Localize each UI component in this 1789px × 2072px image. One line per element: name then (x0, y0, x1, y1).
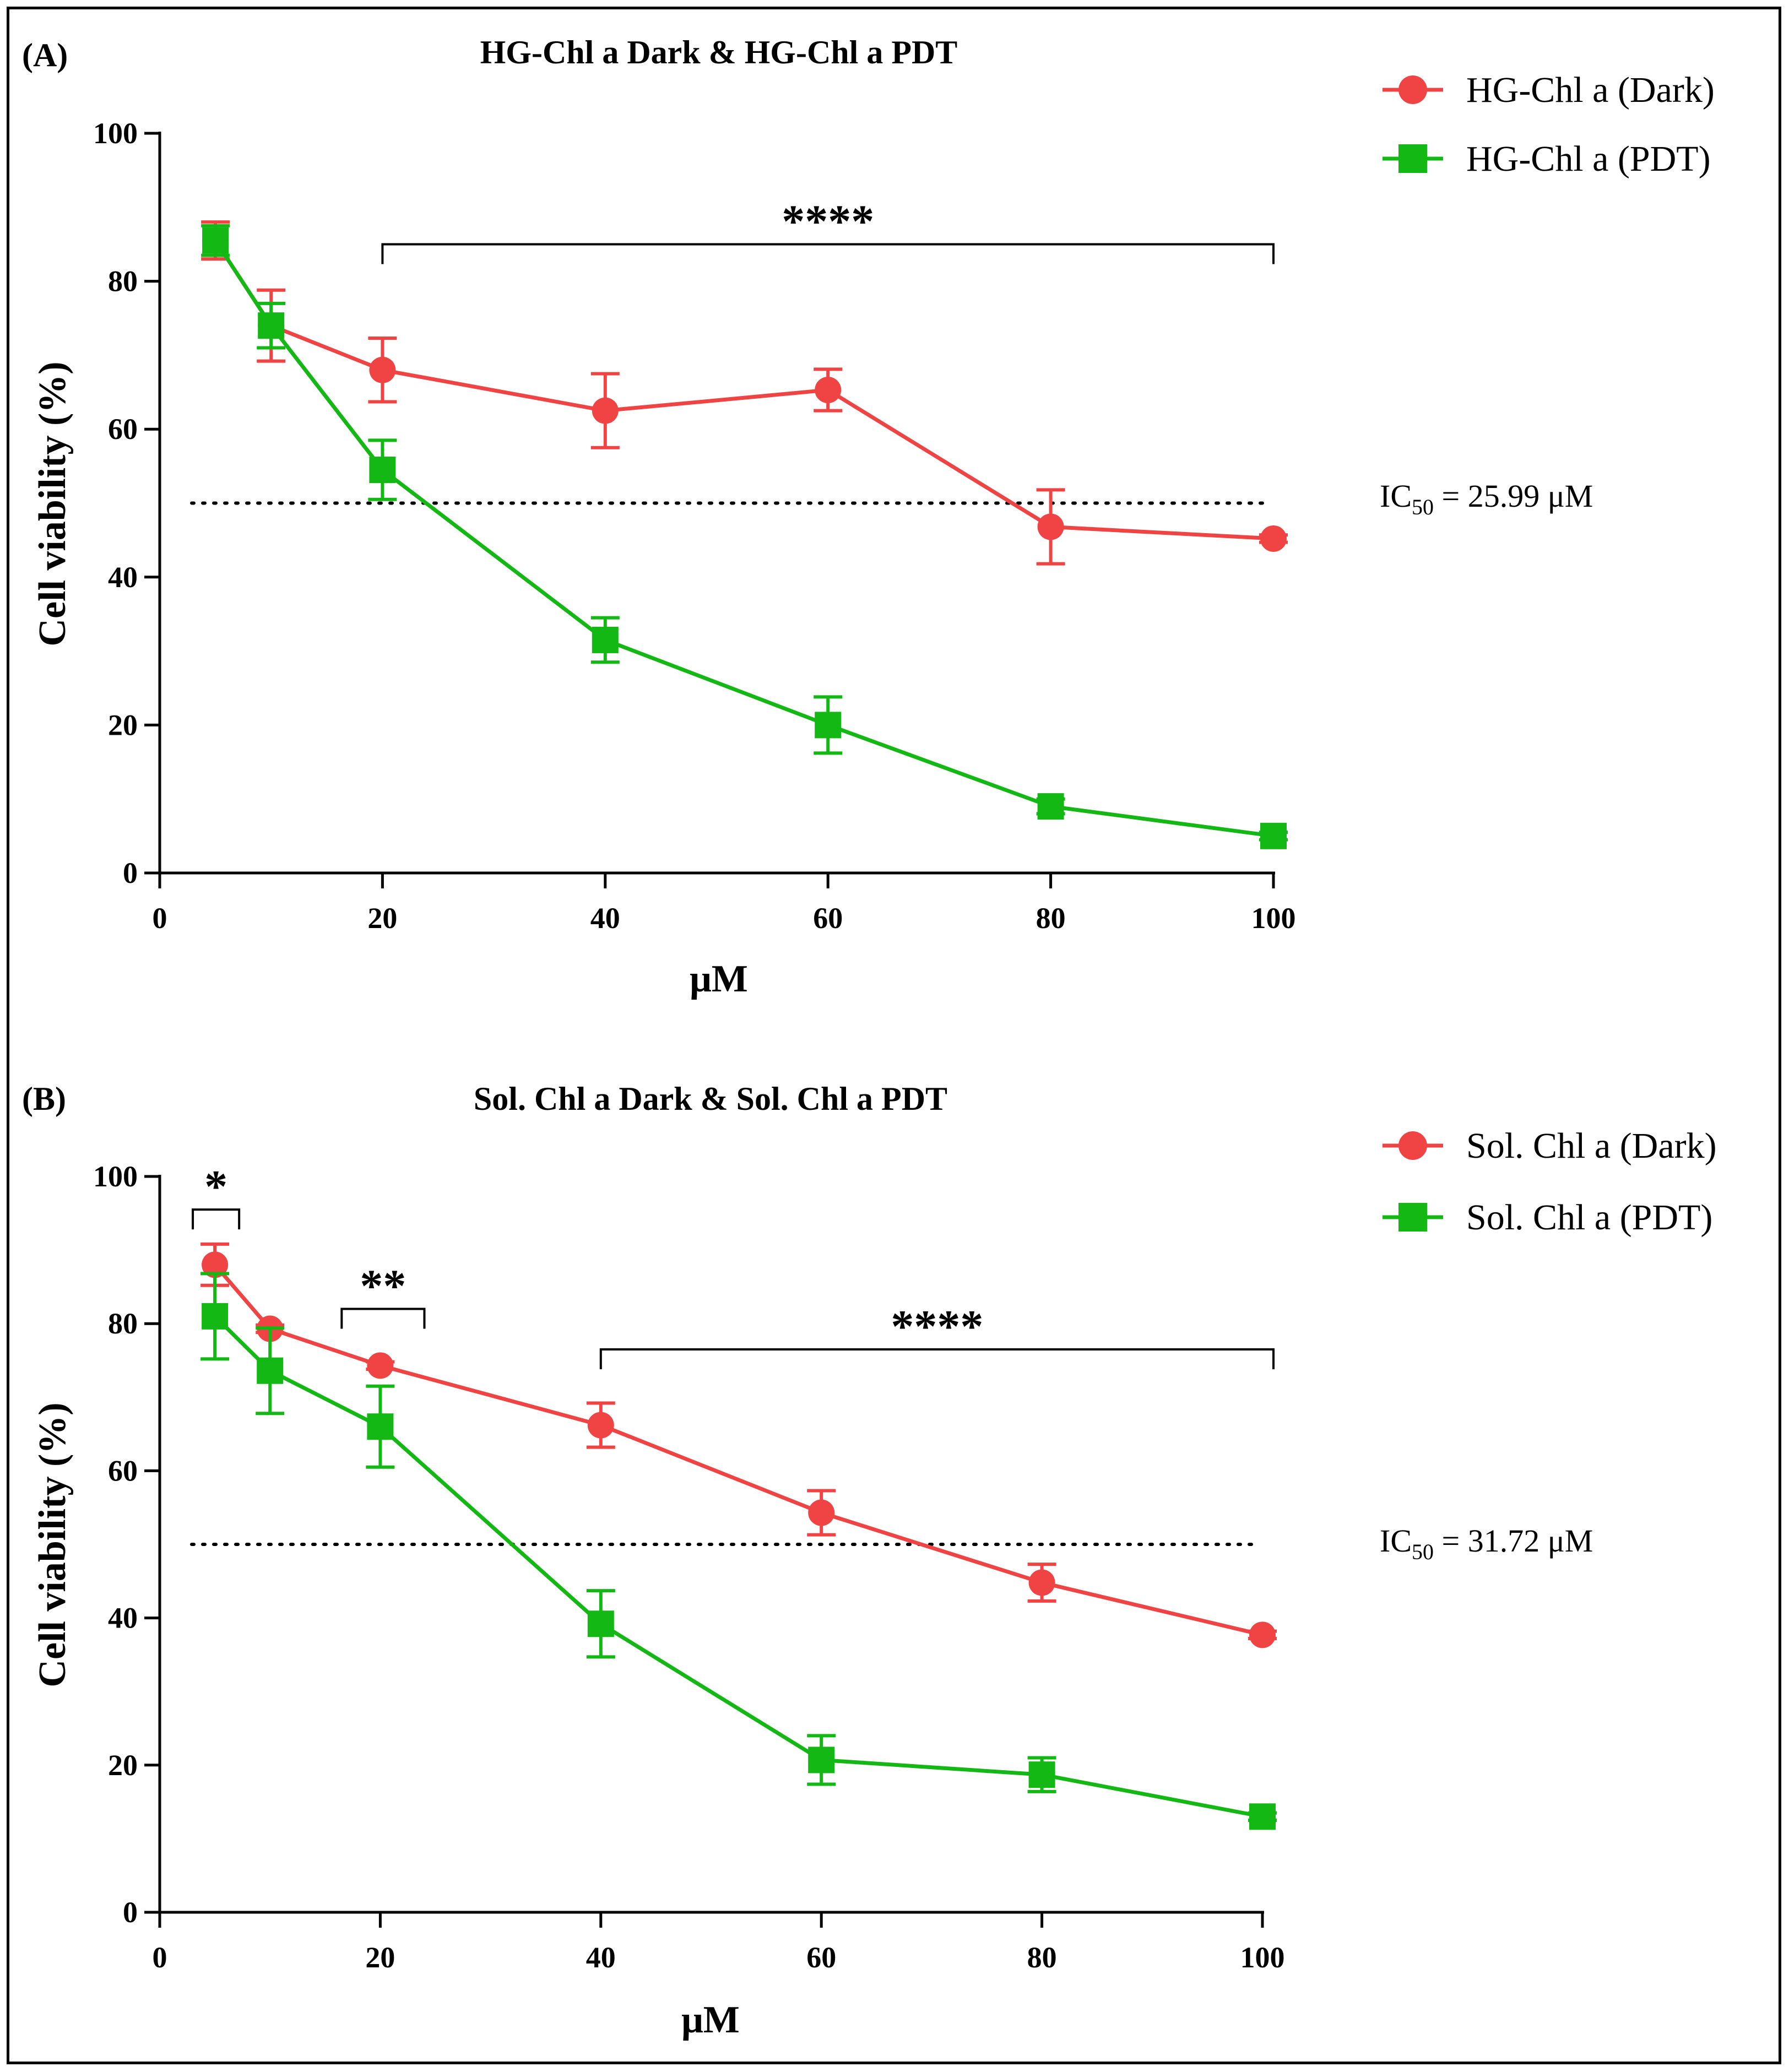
legend-label: HG-Chl a (Dark) (1466, 70, 1715, 110)
data-point (1028, 1569, 1055, 1596)
ic50-value: = 31.72 μM (1434, 1523, 1593, 1559)
data-point (202, 1303, 229, 1330)
y-tick-label: 100 (93, 117, 138, 150)
significance-bracket (599, 1348, 1275, 1369)
ic50-annotation: IC50 = 31.72 μM (1380, 1523, 1593, 1564)
chart-panel-b: (B) Sol. Chl a Dark & Sol. Chl a PDT 0 20 40… (22, 1081, 1717, 2041)
y-tick-label: 60 (108, 1454, 138, 1487)
significance-label: * (204, 1161, 227, 1212)
data-point (1037, 793, 1064, 820)
x-axis-label: μM (690, 958, 748, 1000)
series-line (213, 1315, 1263, 1819)
y-axis-label: Cell viability (%) (31, 1402, 74, 1687)
data-point (369, 356, 396, 383)
y-tick-label: 40 (108, 1602, 138, 1635)
x-axis-label: μM (681, 1999, 740, 2041)
y-tick-label: 60 (108, 413, 138, 446)
series-pdt (200, 1272, 1277, 1830)
chart-title: Sol. Chl a Dark & Sol. Chl a PDT (474, 1081, 947, 1117)
data-point (202, 227, 229, 254)
panel-label: (B) (22, 1081, 66, 1117)
series-line (213, 1263, 1263, 1637)
data-point (1260, 822, 1287, 849)
chart-panel-a: (A) HG-Chl a Dark & HG-Chl a PDT 0 20 40 60 80… (22, 34, 1715, 1000)
legend-entry: HG-Chl a (PDT) (1383, 139, 1711, 179)
series-line (214, 239, 1274, 838)
significance-bracket (340, 1308, 426, 1329)
legend-entry: Sol. Chl a (PDT) (1383, 1197, 1712, 1238)
y-tick-label: 0 (123, 856, 138, 889)
x-tick-label: 0 (153, 1941, 167, 1974)
data-point (1260, 525, 1287, 552)
significance-bracket (381, 243, 1275, 264)
y-tick-label: 20 (108, 708, 138, 741)
x-tick-label: 60 (806, 1941, 836, 1974)
x-tick-label: 40 (590, 902, 620, 935)
x-tick-label: 20 (365, 1941, 395, 1974)
figure-frame (7, 7, 1781, 2064)
x-tick-label: 0 (153, 902, 167, 935)
data-point (202, 1251, 229, 1278)
data-point (1037, 513, 1064, 540)
data-point (587, 1412, 614, 1439)
data-point (808, 1746, 835, 1773)
ic50-annotation: IC50 = 25.99 μM (1380, 478, 1593, 519)
ic50-subscript: 50 (1412, 495, 1434, 519)
y-tick-label: 100 (93, 1160, 138, 1193)
legend-entry: HG-Chl a (Dark) (1383, 70, 1715, 110)
data-point (592, 397, 619, 424)
significance-label: **** (891, 1301, 983, 1352)
data-point (1249, 1803, 1276, 1830)
legend-label: HG-Chl a (PDT) (1466, 139, 1711, 179)
x-tick-label: 40 (586, 1941, 616, 1974)
series-pdt (201, 224, 1288, 849)
data-point (815, 377, 842, 404)
significance-bracket (192, 1208, 241, 1230)
ic50-prefix: IC (1380, 1523, 1412, 1559)
data-point (592, 626, 619, 653)
x-tick-label: 100 (1240, 1941, 1285, 1974)
y-tick-label: 0 (123, 1896, 138, 1929)
data-point (257, 1357, 284, 1384)
legend-label: Sol. Chl a (Dark) (1466, 1126, 1717, 1166)
significance-label: ** (360, 1260, 406, 1311)
legend-marker (1398, 1131, 1427, 1160)
x-tick-label: 100 (1251, 902, 1296, 935)
data-point (808, 1499, 835, 1526)
ic50-value: = 25.99 μM (1434, 478, 1593, 514)
x-tick-label: 80 (1027, 1941, 1057, 1974)
series-line (214, 239, 1274, 541)
legend-marker (1398, 1203, 1427, 1232)
significance-label: **** (782, 196, 874, 247)
y-tick-label: 40 (108, 561, 138, 594)
y-tick-label: 80 (108, 265, 138, 298)
x-tick-label: 60 (813, 902, 843, 935)
y-axis-label: Cell viability (%) (31, 361, 74, 646)
legend-marker (1398, 75, 1427, 104)
data-point (815, 712, 842, 739)
legend-label: Sol. Chl a (PDT) (1466, 1197, 1712, 1238)
x-tick-label: 80 (1036, 902, 1066, 935)
data-point (1249, 1621, 1276, 1648)
legend-entry: Sol. Chl a (Dark) (1383, 1126, 1717, 1166)
data-point (258, 312, 285, 339)
ic50-prefix: IC (1380, 478, 1412, 514)
legend-marker (1398, 144, 1427, 173)
data-point (367, 1352, 394, 1379)
data-point (369, 457, 396, 484)
y-tick-label: 80 (108, 1307, 138, 1340)
data-point (1028, 1761, 1055, 1788)
y-tick-label: 20 (108, 1749, 138, 1782)
data-point (367, 1413, 394, 1440)
data-point (587, 1610, 614, 1637)
panel-label: (A) (22, 37, 68, 73)
x-tick-label: 20 (367, 902, 397, 935)
series-dark (201, 220, 1288, 566)
chart-title: HG-Chl a Dark & HG-Chl a PDT (480, 34, 958, 70)
ic50-subscript: 50 (1412, 1539, 1434, 1564)
